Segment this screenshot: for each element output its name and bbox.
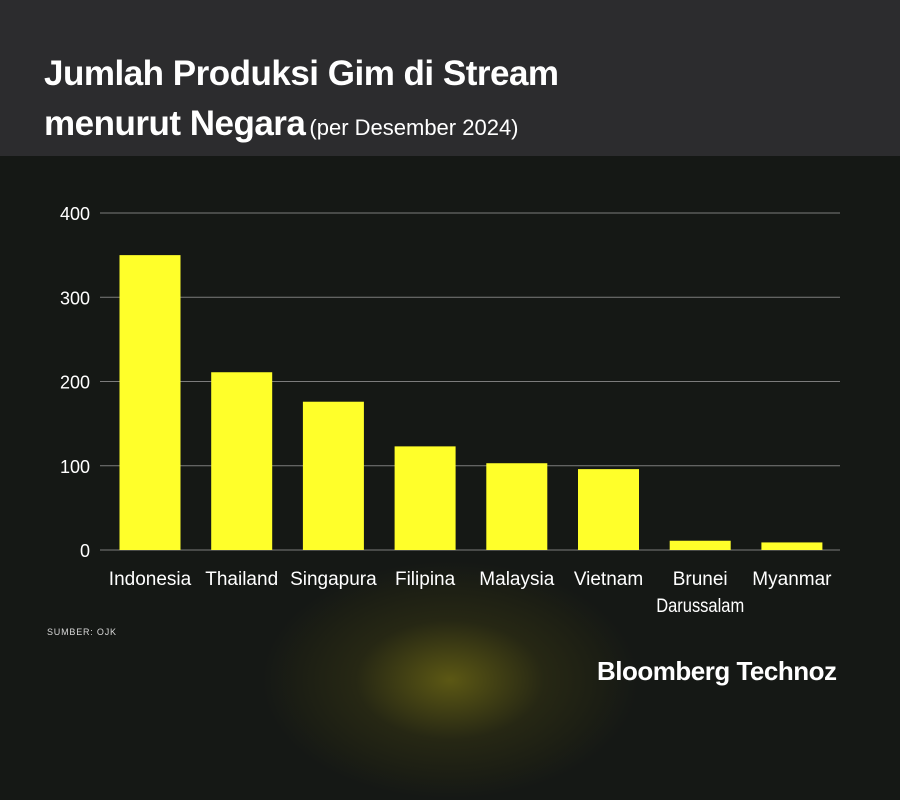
chart-title-line2: menurut Negara (per Desember 2024) <box>44 104 519 144</box>
x-category-label: Singapura <box>290 569 377 590</box>
header-band: Jumlah Produksi Gim di Stream menurut Ne… <box>0 0 900 156</box>
bar-thailand <box>211 372 273 550</box>
x-category-label: Malaysia <box>479 569 554 590</box>
x-category-label: Thailand <box>205 569 278 590</box>
x-category-label: Vietnam <box>574 569 643 590</box>
brand-logo: Bloomberg Technoz <box>597 656 837 686</box>
x-category-label: Darussalam <box>656 596 744 617</box>
bar-filipina <box>394 446 456 550</box>
gridlines <box>100 212 840 551</box>
bar-chart: 0 100 200 300 400 Indonesia Thailand Singapura… <box>60 204 840 617</box>
y-tick-label: 200 <box>60 373 90 393</box>
x-axis-labels: Indonesia Thailand Singapura Filipina Malays… <box>109 569 832 617</box>
bars <box>119 255 823 550</box>
x-category-label: Indonesia <box>109 569 192 590</box>
bar-myanmar <box>761 542 823 550</box>
source-note: SUMBER: OJK <box>47 627 117 637</box>
x-category-label: Myanmar <box>752 569 832 590</box>
y-axis-ticks: 0 100 200 300 400 <box>60 204 90 561</box>
bar-singapura <box>302 401 364 550</box>
y-tick-label: 0 <box>80 541 90 561</box>
chart-subtitle: (per Desember 2024) <box>309 115 519 140</box>
bar-indonesia <box>119 255 181 550</box>
x-category-label: Brunei <box>673 569 728 590</box>
chart-title-text: menurut Negara <box>44 104 306 143</box>
y-tick-label: 100 <box>60 457 90 477</box>
x-category-label: Filipina <box>395 569 456 590</box>
bar-vietnam <box>578 469 639 550</box>
y-tick-label: 300 <box>60 288 90 308</box>
bar-malaysia <box>486 463 548 550</box>
bar-brunei-darussalam <box>669 540 731 550</box>
y-tick-label: 400 <box>60 204 90 224</box>
chart-title-line1: Jumlah Produksi Gim di Stream <box>44 54 559 93</box>
